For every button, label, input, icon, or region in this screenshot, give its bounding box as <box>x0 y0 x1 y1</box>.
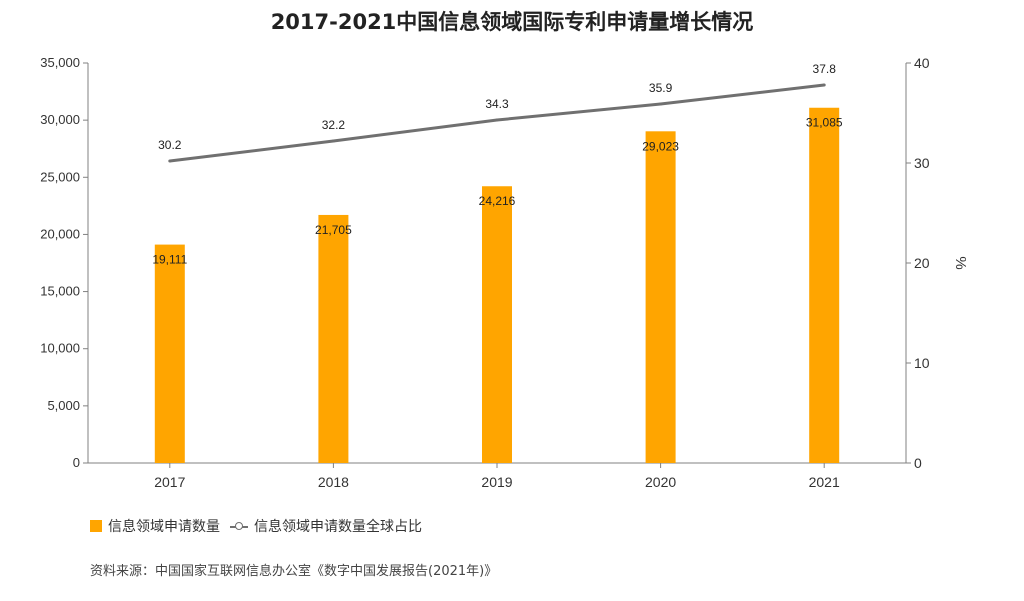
bar <box>318 214 349 463</box>
line-point <box>495 118 499 122</box>
bar-value-label: 31,085 <box>806 116 843 130</box>
line-series <box>168 83 826 163</box>
x-tick-label: 2021 <box>809 474 840 490</box>
data-labels: 19,111 21,705 24,216 29,023 31,085 30.2 32.2 34… <box>152 62 843 267</box>
line-value-label: 32.2 <box>322 118 346 132</box>
bar <box>482 186 512 463</box>
legend-bar-swatch <box>90 520 102 532</box>
right-tick-label: 20 <box>914 255 930 271</box>
line-value-label: 30.2 <box>158 138 182 152</box>
line-point <box>822 83 826 87</box>
left-tick-label: 0 <box>73 455 80 470</box>
bar <box>154 244 185 463</box>
left-tick-label: 30,000 <box>40 112 80 127</box>
bar-value-label: 19,111 <box>152 253 187 267</box>
legend-line-label: 信息领域申请数量全球占比 <box>254 519 422 535</box>
chart-plot: 0 5,000 10,000 15,000 20,000 25,000 30,000 35,0… <box>40 55 969 490</box>
bar-value-label: 21,705 <box>315 223 352 237</box>
chart-title: 2017-2021中国信息领域国际专利申请量增长情况 <box>270 10 754 34</box>
left-tick-label: 25,000 <box>40 169 80 184</box>
legend-line-swatch <box>230 520 248 532</box>
left-tick-label: 5,000 <box>47 398 80 413</box>
left-tick-label: 15,000 <box>40 284 80 299</box>
right-axis-label: % <box>952 256 969 269</box>
legend: 信息领域申请数量 信息领域申请数量全球占比 <box>90 516 432 536</box>
x-tick-label: 2018 <box>318 474 349 490</box>
x-tick-label: 2019 <box>481 474 512 490</box>
chart-axes: 0 5,000 10,000 15,000 20,000 25,000 30,000 35,0… <box>40 55 969 490</box>
right-tick-label: 40 <box>914 55 930 71</box>
right-tick-label: 10 <box>914 355 930 371</box>
bar <box>809 107 840 463</box>
bar-series <box>154 107 840 463</box>
left-tick-label: 35,000 <box>40 55 80 70</box>
legend-bar-label: 信息领域申请数量 <box>108 519 220 535</box>
line-point <box>659 102 663 106</box>
left-tick-label: 10,000 <box>40 341 80 356</box>
legend-item-bars: 信息领域申请数量 <box>90 516 220 536</box>
legend-item-line: 信息领域申请数量全球占比 <box>230 516 422 536</box>
line-point <box>331 139 335 143</box>
bar-value-label: 29,023 <box>642 139 679 153</box>
line-value-label: 37.8 <box>813 62 837 76</box>
left-tick-label: 20,000 <box>40 226 80 241</box>
right-tick-label: 0 <box>914 455 922 471</box>
line-value-label: 34.3 <box>485 97 509 111</box>
source-note: 资料来源：中国国家互联网信息办公室《数字中国发展报告(2021年)》 <box>90 564 498 579</box>
right-tick-label: 30 <box>914 155 930 171</box>
bar <box>645 131 676 463</box>
line-point <box>168 159 172 163</box>
line-value-label: 35.9 <box>649 81 673 95</box>
x-tick-label: 2017 <box>154 474 185 490</box>
bar-value-label: 24,216 <box>479 194 516 208</box>
x-tick-label: 2020 <box>645 474 676 490</box>
